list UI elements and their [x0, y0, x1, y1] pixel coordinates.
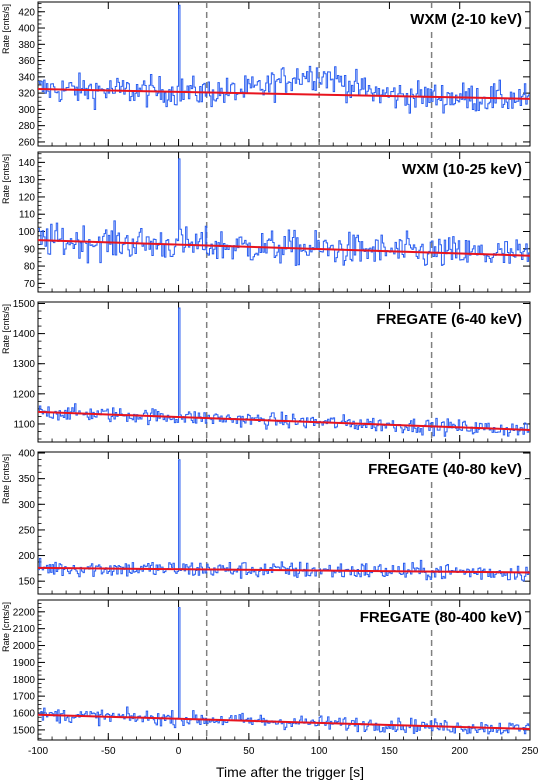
fit-line	[37, 566, 531, 574]
y-tick-label: 260	[18, 137, 35, 148]
x-tick-label: 200	[451, 746, 468, 757]
fit-line	[37, 410, 531, 431]
panel-title: WXM (2-10 keV)	[410, 11, 522, 28]
rate-histogram	[38, 4, 530, 114]
y-tick-label: 130	[18, 175, 35, 186]
panel-title-bg	[398, 160, 525, 179]
rate-histogram	[38, 307, 530, 437]
x-axis-label: Time after the trigger [s]	[216, 764, 364, 780]
panel-1: 260 280 300 320 340 360 380 400 420 WXM (2-10 keV…	[1, 1, 531, 148]
panel-title: FREGATE (80-400 keV)	[360, 609, 522, 626]
x-tick-label: 100	[311, 746, 328, 757]
y-tick-label: 400	[18, 449, 35, 460]
y-tick-label: 350	[18, 474, 35, 485]
y-tick-label: 200	[18, 551, 35, 562]
y-tick-label: 280	[18, 121, 35, 132]
x-tick-label: 250	[522, 746, 539, 757]
y-tick-label: 320	[18, 89, 35, 100]
fit-line	[37, 713, 531, 731]
y-tick-label: 1600	[13, 709, 36, 720]
panel-5: 1500 1600 1700 1800 1900 2000 2100 2200 FREGATE …	[1, 599, 531, 741]
y-tick-label: 2100	[13, 624, 36, 635]
y-tick-label: 1100	[13, 419, 35, 430]
panel-title: WXM (10-25 keV)	[402, 161, 522, 178]
rate-histogram	[38, 158, 530, 266]
plot-frame	[37, 451, 531, 595]
plot-frame	[37, 599, 531, 741]
panel-3: 1100 1200 1300 1400 1500 FREGATE (6-40 keV) Ra…	[1, 299, 531, 443]
y-tick-label: 340	[18, 72, 35, 83]
y-tick-label: 2200	[13, 607, 36, 618]
plot-frame	[37, 151, 531, 293]
x-tick-label: 50	[243, 746, 255, 757]
y-tick-label: 300	[18, 500, 35, 511]
y-axis-label: Rate [cnts/s]	[1, 304, 11, 354]
rate-histogram	[38, 459, 530, 582]
panel-title-bg	[365, 460, 526, 479]
y-tick-label: 1500	[13, 725, 36, 736]
y-tick-label: 90	[24, 244, 36, 255]
panel-title-bg	[407, 10, 525, 29]
y-axis-label: Rate [cnts/s]	[1, 154, 11, 204]
panel-2: 70 80 90 100 110 120 130 140 WXM (10-25 keV) Rate…	[1, 151, 531, 293]
y-tick-label: 250	[18, 525, 35, 536]
y-tick-label: 1900	[13, 658, 36, 669]
x-tick-label: -100	[28, 746, 48, 757]
y-tick-label: 140	[18, 158, 35, 169]
y-tick-label: 70	[24, 279, 36, 290]
y-tick-label: 120	[18, 192, 35, 203]
panel-title-bg	[373, 310, 526, 329]
y-tick-label: 110	[19, 210, 35, 221]
y-tick-label: 420	[18, 7, 35, 18]
x-tick-label: -50	[101, 746, 116, 757]
y-axis-label: Rate [cnts/s]	[1, 602, 11, 652]
x-tick-label: 150	[381, 746, 398, 757]
panel-4: 150 200 250 300 350 400 FREGATE (40-80 keV) Rat…	[1, 449, 531, 595]
y-tick-label: 150	[18, 577, 35, 588]
y-axis-label: Rate [cnts/s]	[1, 454, 11, 504]
y-tick-label: 400	[18, 24, 35, 35]
y-tick-label: 1400	[13, 329, 36, 340]
y-tick-label: 1500	[13, 299, 36, 310]
y-tick-label: 80	[24, 262, 36, 273]
y-tick-label: 1200	[13, 389, 36, 400]
panel-title: FREGATE (6-40 keV)	[376, 311, 522, 328]
x-tick-label: 0	[176, 746, 182, 757]
fit-line	[37, 239, 531, 257]
plot-frame	[37, 301, 531, 443]
plot-frame	[37, 1, 531, 147]
y-tick-label: 100	[18, 227, 35, 238]
y-tick-label: 1300	[13, 359, 36, 370]
y-axis-label: Rate [cnts/s]	[1, 4, 11, 54]
panel-title-bg	[356, 608, 525, 627]
y-tick-label: 380	[18, 40, 35, 51]
y-tick-label: 360	[18, 56, 35, 67]
fit-line	[37, 88, 531, 100]
y-tick-label: 300	[18, 105, 35, 116]
panel-title: FREGATE (40-80 keV)	[368, 461, 522, 478]
y-tick-label: 1800	[13, 675, 36, 686]
y-tick-label: 1700	[13, 692, 36, 703]
y-tick-label: 2000	[13, 641, 36, 652]
